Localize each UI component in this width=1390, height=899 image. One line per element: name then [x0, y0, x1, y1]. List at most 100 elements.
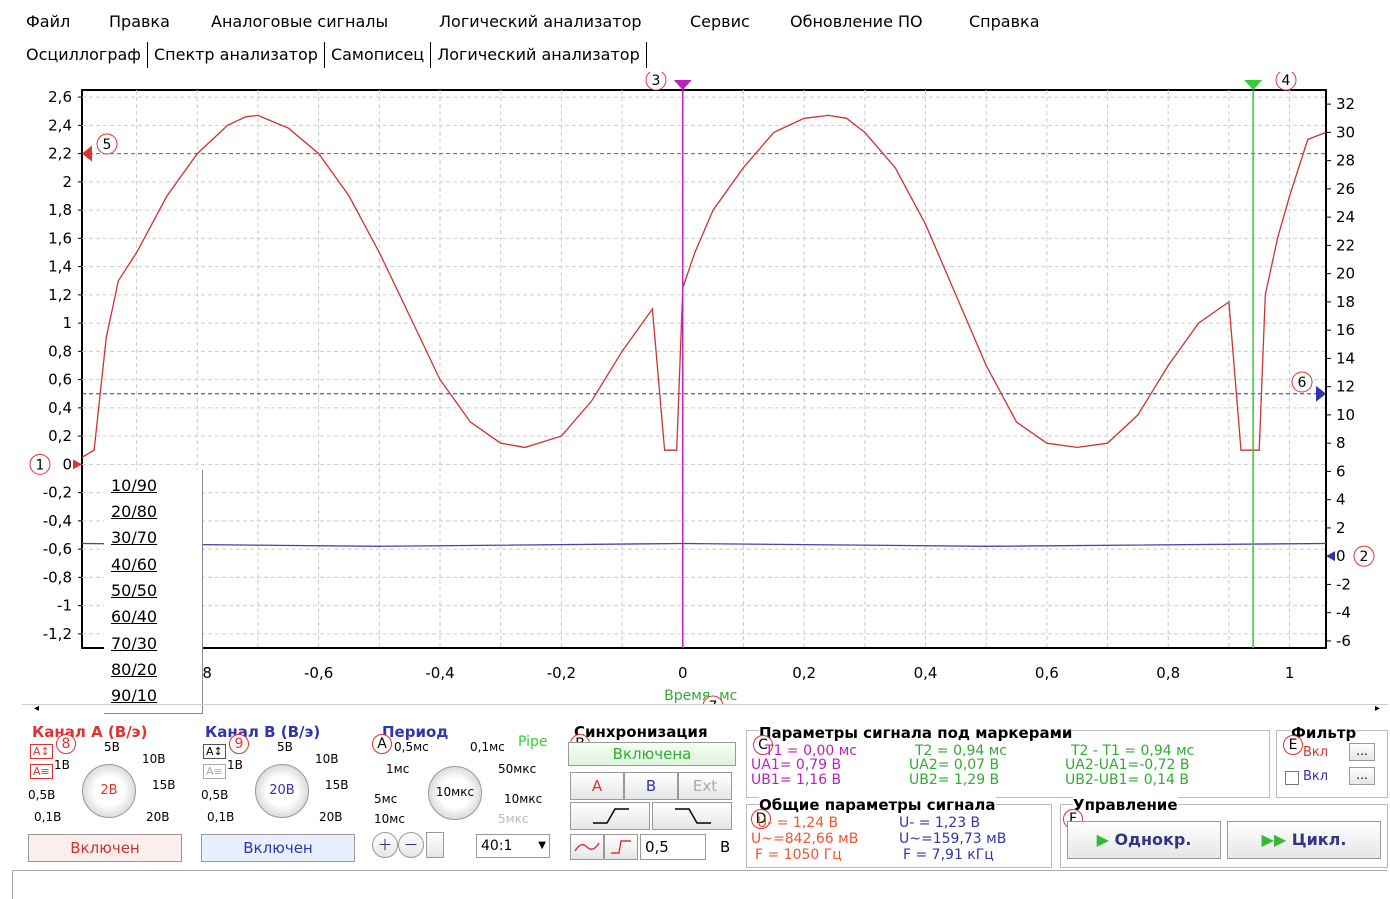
oscilloscope-plot[interactable]: 2,6 2,4 2,2 2 1,8 1,6 1,4 1,2 1 0,8 0,6 0,4 0,2 0 -0,2…: [0, 72, 1390, 704]
zoom-out-icon[interactable]: －: [398, 832, 424, 858]
marker-number: 5: [103, 137, 112, 153]
marker-E: E: [1283, 735, 1303, 755]
x-tick: 0,2: [792, 664, 816, 682]
y-tick-right: 4: [1336, 491, 1346, 509]
dropdown-option[interactable]: 30/70: [111, 528, 158, 547]
y-tick-left: 2,4: [48, 116, 72, 134]
menu-help[interactable]: Справка: [969, 12, 1040, 31]
fast-forward-icon: ▶▶: [1261, 830, 1287, 849]
sync-channel-a-button[interactable]: A: [570, 772, 624, 800]
play-icon: ▶: [1096, 830, 1109, 849]
ratio-select[interactable]: 40:1 ▼: [476, 834, 550, 858]
sync-channel-b-button[interactable]: B: [624, 772, 678, 800]
channel-b-title: Канал B (В/э): [205, 723, 321, 741]
marker-circle-icon: [1353, 545, 1375, 567]
scale-label: 0,5В: [201, 788, 229, 802]
channel-a-auto-icon[interactable]: A↕: [30, 744, 53, 759]
tab-oscilloscope[interactable]: Осциллограф: [22, 42, 148, 68]
tab-recorder[interactable]: Самописец: [325, 42, 432, 68]
status-bar: [12, 870, 1387, 899]
y-tick-left: -1,2: [43, 625, 72, 643]
menu-logic[interactable]: Логический анализатор: [439, 12, 642, 31]
y-tick-right: 16: [1336, 321, 1355, 339]
pipe-label: Pipe: [518, 734, 548, 750]
channel-a-enable-button[interactable]: Включен: [28, 834, 182, 862]
t1-cursor-handle-icon: [673, 80, 692, 90]
dropdown-option[interactable]: 10/90: [111, 476, 158, 495]
zoom-in-icon[interactable]: ＋: [372, 832, 398, 858]
dropdown-option[interactable]: 60/40: [111, 607, 158, 626]
period-title: Период: [382, 723, 449, 741]
filter-b-checkbox[interactable]: [1285, 771, 1299, 785]
channel-b-auto-icon[interactable]: A↕: [203, 744, 226, 759]
y-tick-left: 0,8: [48, 342, 72, 360]
cycle-run-button[interactable]: ▶▶ Цикл.: [1227, 821, 1381, 859]
y-tick-left: 1,8: [48, 201, 72, 219]
sync-ext-button[interactable]: Ext: [678, 772, 732, 800]
sync-edge-mode-icon[interactable]: [604, 834, 638, 860]
y-tick-left: -0,4: [43, 512, 72, 530]
y-tick-right: 20: [1336, 265, 1355, 283]
x-tick: -0,4: [425, 664, 454, 682]
period-knob[interactable]: 10мкс: [428, 766, 482, 820]
menu-service[interactable]: Сервис: [690, 12, 750, 31]
trigger-ratio-dropdown[interactable]: 10/90 20/80 30/70 40/60 50/50 60/40 70/3…: [104, 470, 203, 714]
y-tick-right: 22: [1336, 236, 1355, 254]
channel-a-panel: Канал A (В/э) 8 A↕ A≡ 5В 1В 10В 0,5В 15В…: [22, 723, 188, 866]
dropdown-option[interactable]: 90/10: [111, 686, 158, 705]
marker-circle-icon: [1275, 72, 1297, 91]
y-tick-left: 1,6: [48, 229, 72, 247]
scale-label: 15В: [152, 778, 176, 792]
marker-circle-icon: [645, 72, 667, 91]
scale-label: 0,5В: [28, 788, 56, 802]
horizontal-scrollbar[interactable]: ◂ ▸: [22, 703, 1388, 719]
filter-a-label[interactable]: Вкл: [1303, 745, 1329, 760]
marker-number: 3: [652, 73, 661, 89]
channel-b-enable-button[interactable]: Включен: [201, 834, 355, 862]
filter-a-settings-button[interactable]: ...: [1349, 743, 1375, 761]
dropdown-option[interactable]: 40/60: [111, 555, 158, 574]
channel-b-invert-icon[interactable]: A≡: [203, 764, 226, 779]
sync-level-input[interactable]: 0,5: [640, 834, 706, 860]
y-tick-left: -0,2: [43, 484, 72, 502]
y-tick-left: 0,2: [48, 427, 72, 445]
filter-panel: Фильтр E Вкл ... Вкл ...: [1276, 724, 1388, 798]
control-panel: Управление F ▶ Однокр. ▶▶ Цикл.: [1060, 796, 1388, 868]
scroll-right-icon[interactable]: ▸: [1374, 703, 1380, 714]
dropdown-option[interactable]: 20/80: [111, 502, 158, 521]
filter-b-label[interactable]: Вкл: [1303, 769, 1329, 784]
rising-edge-icon[interactable]: [570, 802, 650, 830]
menu-edit[interactable]: Правка: [109, 12, 170, 31]
y-tick-right: 14: [1336, 349, 1355, 367]
channel-a-scale-knob[interactable]: 2В: [82, 764, 136, 818]
single-run-button[interactable]: ▶ Однокр.: [1067, 821, 1221, 859]
filter-b-settings-button[interactable]: ...: [1349, 767, 1375, 785]
menu-analog[interactable]: Аналоговые сигналы: [211, 12, 389, 31]
dropdown-option[interactable]: 80/20: [111, 660, 158, 679]
menu-update[interactable]: Обновление ПО: [790, 12, 923, 31]
dropdown-option[interactable]: 70/30: [111, 634, 158, 653]
marker-params-panel: Параметры сигнала под маркерами C T1 = 0…: [746, 724, 1270, 798]
x-tick: 0: [678, 664, 688, 682]
tab-spectrum[interactable]: Спектр анализатор: [148, 42, 325, 68]
tab-logic[interactable]: Логический анализатор: [431, 42, 647, 68]
ua2-value: UA2= 0,07 В: [909, 757, 1000, 773]
channel-a-invert-icon[interactable]: A≡: [30, 764, 53, 779]
chevron-down-icon[interactable]: ▼: [538, 840, 546, 851]
scroll-left-icon[interactable]: ◂: [34, 703, 40, 714]
x-tick: 0,6: [1035, 664, 1059, 682]
y-tick-right: 24: [1336, 208, 1355, 226]
y-tick-right: 26: [1336, 180, 1355, 198]
cycle-run-label: Цикл.: [1291, 830, 1347, 849]
channel-b-scale-knob[interactable]: 20В: [255, 764, 309, 818]
page-icon[interactable]: [426, 832, 444, 858]
menu-file[interactable]: Файл: [26, 12, 71, 31]
scale-label: 10мкс: [504, 792, 543, 806]
x-tick: 0,8: [1156, 664, 1180, 682]
y-tick-right: -2: [1336, 575, 1351, 593]
dropdown-option[interactable]: 50/50: [111, 581, 158, 600]
y-tick-right: 28: [1336, 152, 1355, 170]
sync-mode-icon[interactable]: [570, 834, 604, 860]
falling-edge-icon[interactable]: [652, 802, 732, 830]
sync-enable-button[interactable]: Включена: [568, 742, 736, 766]
